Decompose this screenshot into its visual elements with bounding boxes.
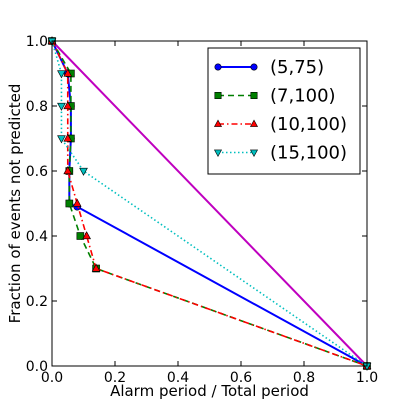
legend-marker xyxy=(214,92,222,100)
legend-label: (10,100) xyxy=(270,114,347,135)
legend-marker xyxy=(214,63,222,71)
data-point xyxy=(57,135,66,144)
x-tick-label: 0.6 xyxy=(230,370,252,386)
plot-area xyxy=(47,36,372,371)
legend-marker xyxy=(213,149,223,157)
plot-frame xyxy=(51,40,368,367)
legend-marker xyxy=(250,63,258,71)
legend-label: (7,100) xyxy=(270,86,336,107)
axis-ticks: 0.0 0.2 0.4 0.6 0.8 1.0 0.0 0.2 0.4 0.6 0.8 1.0 xyxy=(26,34,378,386)
data-point xyxy=(57,70,66,79)
data-point xyxy=(76,232,85,240)
data-point xyxy=(63,133,73,142)
reference-diagonal-line xyxy=(51,40,368,367)
data-point xyxy=(65,199,74,208)
data-point xyxy=(63,101,73,110)
y-tick-label: 0.4 xyxy=(26,229,48,245)
y-axis-label: Fraction of events not predicted xyxy=(6,84,24,324)
legend-entry: (7,100) xyxy=(214,86,336,107)
y-tick-label: 1.0 xyxy=(26,34,48,50)
legend-entry: (5,75) xyxy=(214,57,324,78)
x-tick-label: 0.8 xyxy=(293,370,315,386)
data-point xyxy=(63,166,73,175)
data-point xyxy=(79,167,88,176)
data-point xyxy=(82,231,92,240)
legend-marker xyxy=(249,119,259,127)
x-tick-label: 0.0 xyxy=(41,370,63,386)
legend-marker xyxy=(250,92,258,100)
legend-entry: (10,100) xyxy=(213,114,347,135)
legend: (5,75) (7,100) (10,100) (15,100) xyxy=(207,47,361,175)
legend-label: (15,100) xyxy=(270,143,347,164)
x-tick-label: 0.2 xyxy=(104,370,126,386)
data-point xyxy=(91,263,101,272)
x-axis-label: Alarm period / Total period xyxy=(110,382,309,400)
data-point xyxy=(72,198,82,207)
legend-marker xyxy=(249,149,259,157)
legend-box xyxy=(207,47,361,175)
x-tick-label: 0.4 xyxy=(167,370,189,386)
data-point xyxy=(63,68,73,77)
y-tick-label: 0.8 xyxy=(26,99,48,115)
legend-marker xyxy=(213,119,223,127)
legend-label: (5,75) xyxy=(270,57,324,78)
series-line xyxy=(51,40,368,367)
x-tick-label: 1.0 xyxy=(356,370,378,386)
series-4 xyxy=(47,37,372,371)
y-tick-label: 0.6 xyxy=(26,164,48,180)
legend-entry: (15,100) xyxy=(213,143,347,164)
y-tick-label: 0.0 xyxy=(26,359,48,375)
data-point xyxy=(57,102,66,111)
y-tick-label: 0.2 xyxy=(26,294,48,310)
